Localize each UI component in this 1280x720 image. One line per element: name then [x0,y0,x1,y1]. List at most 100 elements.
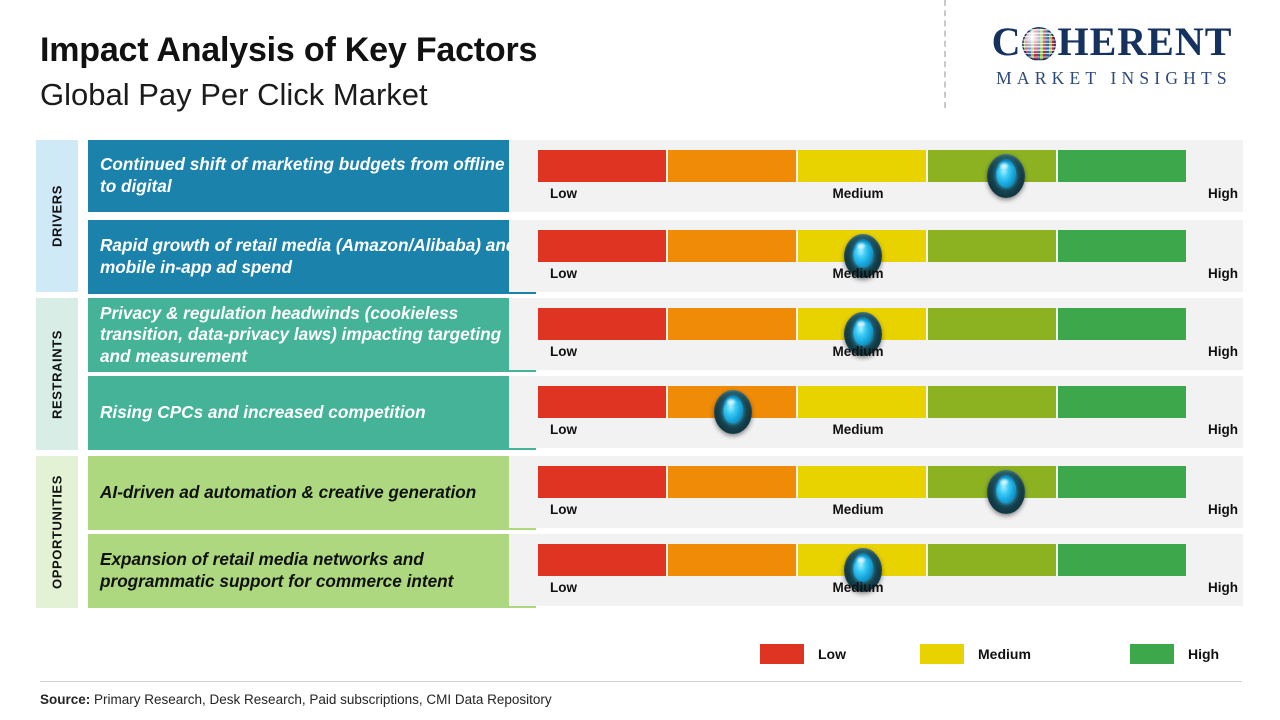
scale-captions: Low Medium High [538,422,1238,444]
scale-segment-1 [538,386,666,418]
legend-label: Medium [978,646,1031,662]
scale-segment-2 [668,230,796,262]
header-divider [944,0,946,108]
page-title: Impact Analysis of Key Factors [40,31,538,69]
impact-scale-bar[interactable] [538,386,1188,434]
scale-caption-high: High [1208,186,1238,201]
factor-label: Expansion of retail media networks and p… [100,549,454,591]
scale-segment-1 [538,544,666,576]
header: Impact Analysis of Key Factors Global Pa… [0,0,1280,132]
scale-segment-1 [538,308,666,340]
scale-caption-low: Low [550,422,577,437]
impact-marker[interactable] [844,548,882,592]
scale-segment-4 [928,544,1056,576]
scale-segment-5 [1058,386,1186,418]
scale-segment-2 [668,150,796,182]
source-note: Source: Primary Research, Desk Research,… [40,692,552,707]
scale-segment-4 [928,230,1056,262]
scale-segment-1 [538,150,666,182]
scale-captions: Low Medium High [538,344,1238,366]
gauge-row-2: Low Medium High [509,220,1243,292]
category-label-restraints: RESTRAINTS [36,298,78,450]
scale-caption-high: High [1208,580,1238,595]
scale-caption-high: High [1208,422,1238,437]
factor-label: Continued shift of marketing budgets fro… [100,154,505,196]
footer-divider [40,681,1242,682]
scale-caption-low: Low [550,580,577,595]
scale-caption-medium: Medium [832,580,884,595]
scale-segment-3 [798,386,926,418]
group-opportunities: OPPORTUNITIES AI-driven ad automation & c… [36,456,536,608]
impact-scale-bar[interactable] [538,466,1188,514]
gauge-row-5: Low Medium High [509,456,1243,528]
scale-segment-5 [1058,544,1186,576]
logo-wordmark: C HERENT [962,22,1262,62]
factor-text-4: Rising CPCs and increased competition [88,376,536,450]
scale-caption-low: Low [550,344,577,359]
gauge-row-1: Low Medium High [509,140,1243,212]
scale-caption-high: High [1208,344,1238,359]
scale-segment-2 [668,308,796,340]
scale-captions: Low Medium High [538,266,1238,288]
source-label: Source: [40,692,91,707]
impact-scale-bar[interactable] [538,230,1188,278]
impact-marker[interactable] [844,234,882,278]
factor-label: Rapid growth of retail media (Amazon/Ali… [100,235,517,277]
logo-letter-c: C [991,19,1022,64]
legend-item-medium: Medium [920,644,1031,664]
gauge-row-6: Low Medium High [509,534,1243,606]
factor-text-6: Expansion of retail media networks and p… [88,534,536,608]
scale-caption-medium: Medium [832,422,884,437]
scale-segment-2 [668,466,796,498]
impact-marker[interactable] [987,154,1025,198]
scale-caption-low: Low [550,502,577,517]
factor-label: Privacy & regulation headwinds (cookiele… [100,302,502,366]
scale-segment-2 [668,544,796,576]
logo-tagline: MARKET INSIGHTS [996,68,1232,88]
legend-label: Low [818,646,846,662]
legend-swatch-medium [920,644,964,664]
scale-captions: Low Medium High [538,580,1238,602]
impact-scale-bar[interactable] [538,150,1188,198]
scale-caption-high: High [1208,266,1238,281]
globe-icon [1022,27,1057,61]
page-subtitle: Global Pay Per Click Market [40,77,428,113]
legend-swatch-high [1130,644,1174,664]
scale-segment-4 [928,308,1056,340]
scale-segment-4 [928,386,1056,418]
scale-caption-medium: Medium [832,266,884,281]
legend-item-low: Low [760,644,846,664]
scale-segment-5 [1058,230,1186,262]
scale-caption-low: Low [550,186,577,201]
group-restraints: RESTRAINTS Privacy & regulation headwinds… [36,298,536,450]
gauge-row-3: Low Medium High [509,298,1243,370]
legend-swatch-low [760,644,804,664]
impact-marker[interactable] [844,312,882,356]
factor-text-2: Rapid growth of retail media (Amazon/Ali… [88,220,536,294]
impact-scale-bar[interactable] [538,308,1188,356]
logo-wordmark-rest: HERENT [1057,19,1233,64]
scale-caption-low: Low [550,266,577,281]
factor-text-3: Privacy & regulation headwinds (cookiele… [88,298,536,372]
scale-caption-medium: Medium [832,502,884,517]
legend-item-high: High [1130,644,1219,664]
category-label-opportunities: OPPORTUNITIES [36,456,78,608]
scale-segment-5 [1058,150,1186,182]
scale-caption-medium: Medium [832,186,884,201]
factor-label: Rising CPCs and increased competition [100,402,426,423]
impact-scale-bar[interactable] [538,544,1188,592]
gauge-row-4: Low Medium High [509,376,1243,448]
factor-text-1: Continued shift of marketing budgets fro… [88,140,536,212]
impact-marker[interactable] [987,470,1025,514]
scale-segment-3 [798,150,926,182]
scale-captions: Low Medium High [538,502,1238,524]
factor-label: AI-driven ad automation & creative gener… [100,482,477,503]
impact-marker[interactable] [714,390,752,434]
brand-logo: C HERENT MARKET INSIGHTS [962,22,1262,89]
scale-segment-3 [798,466,926,498]
scale-caption-medium: Medium [832,344,884,359]
scale-segment-5 [1058,466,1186,498]
category-label-drivers: DRIVERS [36,140,78,292]
scale-segment-1 [538,230,666,262]
source-text: Primary Research, Desk Research, Paid su… [90,692,552,707]
